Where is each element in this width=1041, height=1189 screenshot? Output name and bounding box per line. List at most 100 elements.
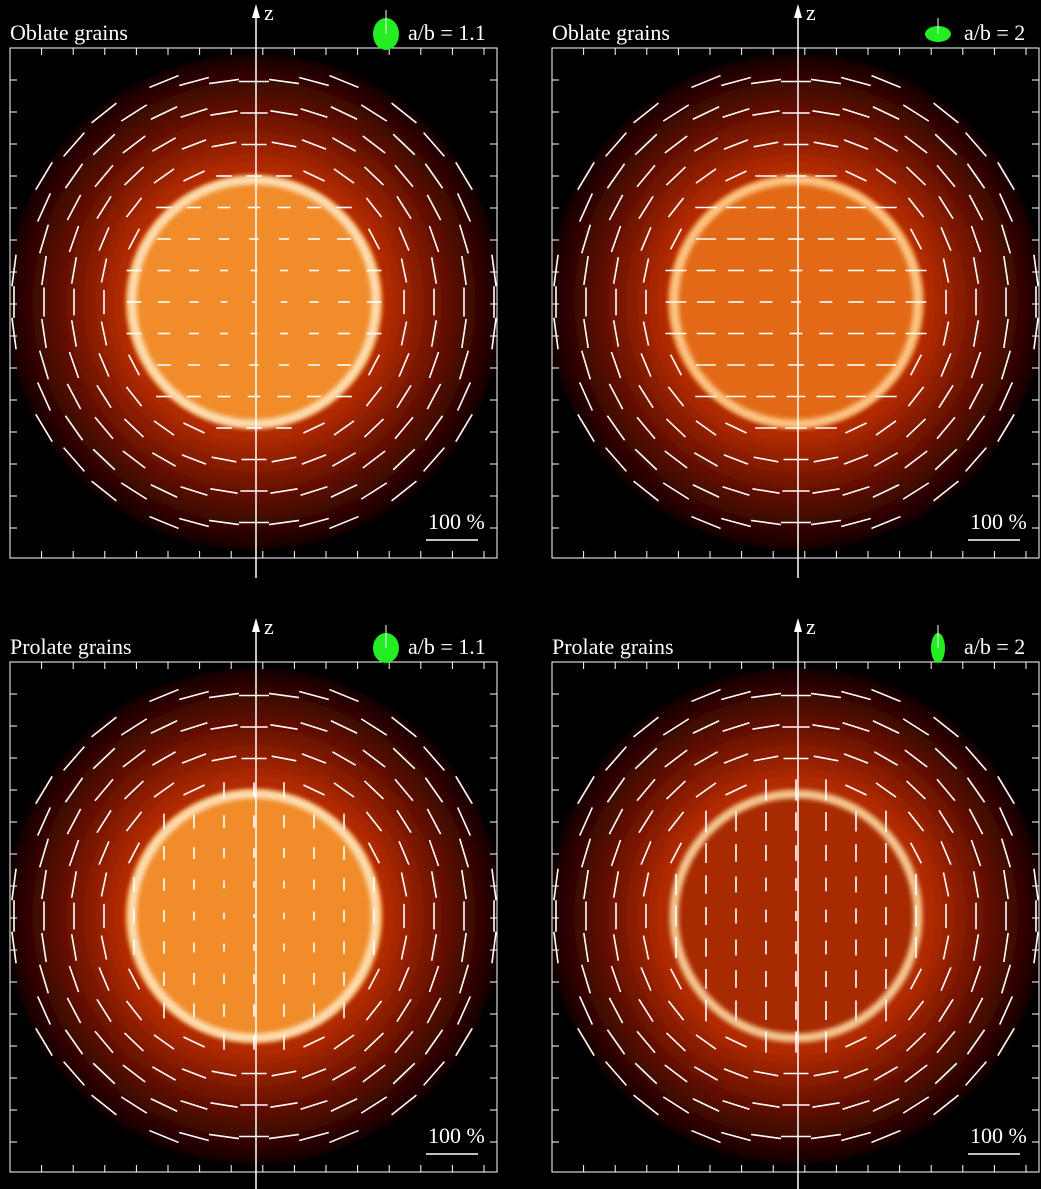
vector <box>938 998 954 1023</box>
vector <box>610 225 622 253</box>
vector <box>1000 224 1012 254</box>
vector <box>98 227 110 251</box>
vector <box>693 1066 719 1081</box>
vector <box>100 872 108 897</box>
vector <box>98 353 110 377</box>
vector <box>942 321 950 346</box>
vector <box>153 1034 175 1050</box>
frame <box>551 47 1040 559</box>
vector <box>636 1030 656 1054</box>
vector <box>692 106 720 120</box>
vector <box>120 482 148 500</box>
vector <box>363 166 385 186</box>
vector <box>330 106 358 120</box>
vector <box>841 76 871 87</box>
vector <box>68 351 80 379</box>
vector <box>301 454 327 465</box>
vector <box>812 110 840 116</box>
vector <box>634 448 658 471</box>
vector <box>424 1029 444 1055</box>
vector <box>456 382 472 411</box>
vector <box>35 161 53 191</box>
vector <box>303 1036 325 1048</box>
vector <box>605 132 627 157</box>
vector <box>181 454 207 465</box>
vector <box>151 751 177 766</box>
vector <box>907 811 925 832</box>
vector <box>909 968 923 990</box>
vector <box>180 1099 208 1111</box>
vector <box>842 721 870 733</box>
vector <box>812 1102 840 1108</box>
vector <box>41 255 47 286</box>
vector <box>665 418 687 438</box>
vector <box>63 132 85 157</box>
vector <box>396 195 412 220</box>
vector <box>120 104 148 122</box>
vector <box>872 106 900 120</box>
vector <box>667 386 685 407</box>
panel: z Oblate grains a/b = 1.1 100 % <box>9 0 498 578</box>
vector <box>363 418 385 438</box>
vector <box>578 382 594 411</box>
vector <box>363 1032 385 1052</box>
vector <box>972 257 980 284</box>
vector <box>725 1036 747 1048</box>
vector <box>997 413 1015 443</box>
vector <box>35 1027 53 1057</box>
vector <box>455 1027 473 1057</box>
vector <box>329 515 359 530</box>
vector <box>394 416 414 440</box>
vector <box>695 168 717 184</box>
vector <box>965 447 987 472</box>
panel-title: Oblate grains <box>552 20 670 45</box>
vector <box>367 842 381 864</box>
vector <box>725 170 747 182</box>
vector <box>365 197 383 218</box>
vector <box>41 932 47 963</box>
vector <box>424 777 444 803</box>
axis-label: z <box>264 614 274 639</box>
vector <box>633 102 659 124</box>
vector <box>642 872 650 897</box>
panel-title: Prolate grains <box>552 634 674 659</box>
vector <box>636 416 656 440</box>
vector <box>721 76 751 87</box>
vector <box>299 517 329 528</box>
vector <box>333 1034 355 1050</box>
vector <box>430 257 438 284</box>
vector <box>968 383 984 410</box>
vector <box>331 751 357 766</box>
vector <box>812 724 840 730</box>
vector <box>127 354 141 376</box>
vector <box>331 1066 357 1081</box>
vector <box>940 227 952 251</box>
vector <box>722 721 750 733</box>
vector <box>330 1098 358 1112</box>
vector <box>38 350 50 380</box>
vector <box>100 258 108 283</box>
vector <box>871 688 901 703</box>
vector <box>845 1036 867 1048</box>
vector <box>391 1094 417 1116</box>
vector <box>98 841 110 865</box>
vector <box>36 193 52 222</box>
vector <box>997 775 1015 805</box>
vector <box>553 931 559 964</box>
vector <box>669 842 683 864</box>
vector <box>842 485 870 497</box>
vector <box>268 692 300 699</box>
vector <box>605 1061 627 1086</box>
vector <box>491 254 497 287</box>
vector <box>268 519 300 526</box>
vector <box>367 228 381 250</box>
vector <box>333 782 355 798</box>
vector <box>122 749 146 768</box>
vector <box>122 1064 146 1083</box>
vector <box>64 1029 84 1055</box>
vector <box>180 485 208 497</box>
vector <box>400 258 408 283</box>
vector <box>902 718 930 736</box>
vector <box>210 724 238 730</box>
